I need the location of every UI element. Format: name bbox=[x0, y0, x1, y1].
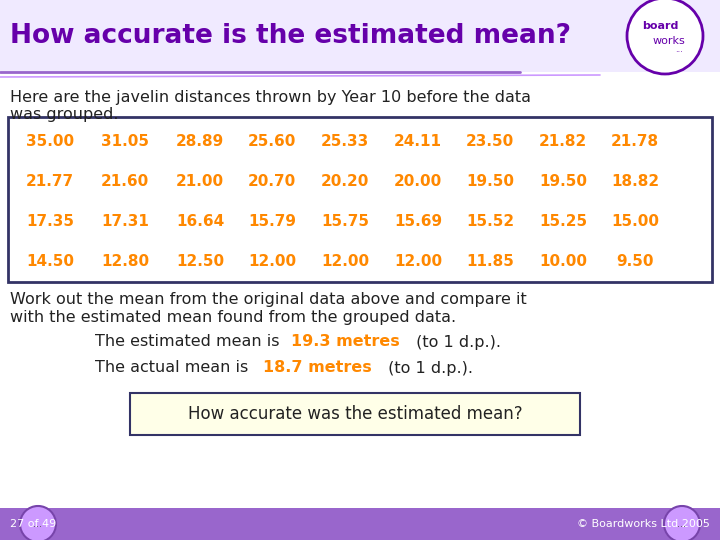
Text: Work out the mean from the original data above and compare it: Work out the mean from the original data… bbox=[10, 292, 527, 307]
Text: 12.00: 12.00 bbox=[248, 254, 296, 269]
Text: was grouped.: was grouped. bbox=[10, 107, 119, 122]
Text: 15.25: 15.25 bbox=[539, 214, 587, 230]
Text: ...: ... bbox=[678, 519, 686, 529]
Circle shape bbox=[627, 0, 703, 74]
Circle shape bbox=[664, 506, 700, 540]
Text: (to 1 d.p.).: (to 1 d.p.). bbox=[411, 334, 501, 349]
Text: (to 1 d.p.).: (to 1 d.p.). bbox=[383, 361, 473, 375]
Text: How accurate was the estimated mean?: How accurate was the estimated mean? bbox=[188, 405, 522, 423]
Text: 31.05: 31.05 bbox=[101, 134, 149, 150]
Text: 15.52: 15.52 bbox=[466, 214, 514, 230]
Text: 21.00: 21.00 bbox=[176, 174, 224, 190]
Text: 12.50: 12.50 bbox=[176, 254, 224, 269]
Text: 17.31: 17.31 bbox=[101, 214, 149, 230]
Text: 20.00: 20.00 bbox=[394, 174, 442, 190]
Text: 35.00: 35.00 bbox=[26, 134, 74, 150]
Text: 21.60: 21.60 bbox=[101, 174, 149, 190]
Text: 10.00: 10.00 bbox=[539, 254, 587, 269]
Text: 19.50: 19.50 bbox=[539, 174, 587, 190]
Text: 23.50: 23.50 bbox=[466, 134, 514, 150]
Text: © Boardworks Ltd 2005: © Boardworks Ltd 2005 bbox=[577, 519, 710, 529]
Bar bbox=[0, 0, 720, 72]
Text: 15.69: 15.69 bbox=[394, 214, 442, 230]
Text: 17.35: 17.35 bbox=[26, 214, 74, 230]
Text: 9.50: 9.50 bbox=[616, 254, 654, 269]
Text: The actual mean is: The actual mean is bbox=[95, 361, 253, 375]
Bar bbox=[0, 508, 720, 540]
Bar bbox=[130, 393, 580, 435]
Text: 16.64: 16.64 bbox=[176, 214, 224, 230]
Text: 28.89: 28.89 bbox=[176, 134, 224, 150]
Text: 15.79: 15.79 bbox=[248, 214, 296, 230]
Bar bbox=[8, 117, 712, 282]
Text: 24.11: 24.11 bbox=[394, 134, 442, 150]
Text: with the estimated mean found from the grouped data.: with the estimated mean found from the g… bbox=[10, 310, 456, 325]
Text: ...: ... bbox=[34, 519, 42, 529]
Text: works: works bbox=[652, 36, 685, 46]
Text: 21.82: 21.82 bbox=[539, 134, 587, 150]
Text: 11.85: 11.85 bbox=[466, 254, 514, 269]
Text: 20.70: 20.70 bbox=[248, 174, 296, 190]
Text: 12.80: 12.80 bbox=[101, 254, 149, 269]
Text: ...: ... bbox=[675, 45, 683, 55]
Text: 21.77: 21.77 bbox=[26, 174, 74, 190]
Text: 19.3 metres: 19.3 metres bbox=[291, 334, 400, 349]
Text: 14.50: 14.50 bbox=[26, 254, 74, 269]
Text: 20.20: 20.20 bbox=[321, 174, 369, 190]
Circle shape bbox=[20, 506, 56, 540]
Text: How accurate is the estimated mean?: How accurate is the estimated mean? bbox=[10, 23, 571, 49]
Text: 18.7 metres: 18.7 metres bbox=[263, 361, 372, 375]
Text: 19.50: 19.50 bbox=[466, 174, 514, 190]
Text: The estimated mean is: The estimated mean is bbox=[95, 334, 284, 349]
Text: 15.00: 15.00 bbox=[611, 214, 659, 230]
Text: 18.82: 18.82 bbox=[611, 174, 659, 190]
Text: 15.75: 15.75 bbox=[321, 214, 369, 230]
Text: 27 of 49: 27 of 49 bbox=[10, 519, 56, 529]
Text: 12.00: 12.00 bbox=[321, 254, 369, 269]
Text: 12.00: 12.00 bbox=[394, 254, 442, 269]
Text: 25.33: 25.33 bbox=[321, 134, 369, 150]
Text: Here are the javelin distances thrown by Year 10 before the data: Here are the javelin distances thrown by… bbox=[10, 90, 531, 105]
Text: 21.78: 21.78 bbox=[611, 134, 659, 150]
Text: 25.60: 25.60 bbox=[248, 134, 296, 150]
Text: board: board bbox=[642, 21, 678, 31]
